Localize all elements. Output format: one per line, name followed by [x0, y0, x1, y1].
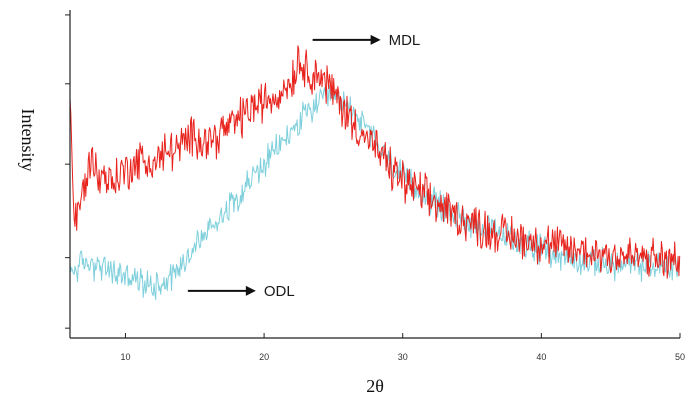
y-axis — [65, 10, 71, 338]
series-line-mdl — [69, 45, 681, 279]
annotation-label: MDL — [389, 32, 421, 49]
y-axis-title: Intensity — [18, 109, 38, 172]
arrow-head-icon — [245, 285, 256, 296]
annotation-odl: ODL — [187, 283, 295, 300]
x-tick-label: 30 — [398, 352, 408, 362]
x-tick-label: 40 — [536, 352, 546, 362]
x-axis: 10 20 30 40 50 — [70, 333, 685, 362]
x-axis-title: 2θ — [366, 376, 384, 396]
annotations: MDL ODL — [187, 32, 421, 300]
x-tick-label: 20 — [259, 352, 269, 362]
plot-series — [69, 45, 681, 301]
series-line-odl — [69, 85, 681, 301]
x-tick-label: 10 — [120, 352, 130, 362]
annotation-mdl: MDL — [312, 32, 421, 49]
x-tick-label: 50 — [675, 352, 685, 362]
annotation-label: ODL — [264, 283, 295, 300]
arrow-head-icon — [370, 34, 381, 45]
